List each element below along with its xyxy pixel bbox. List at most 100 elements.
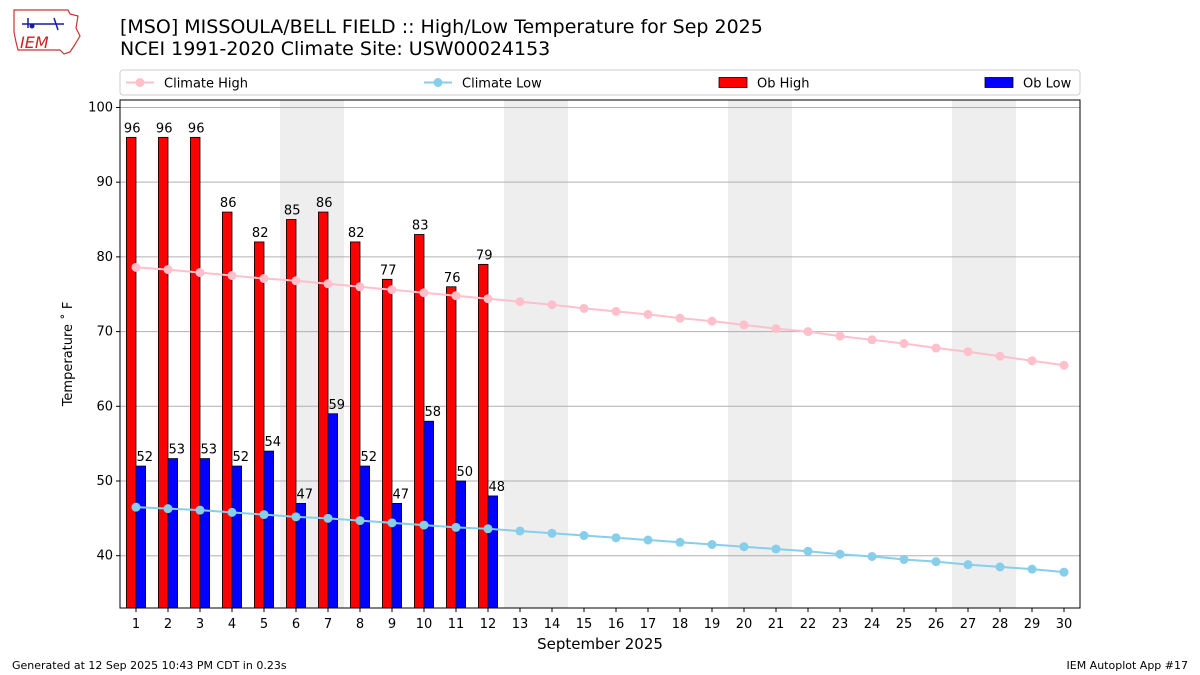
ob-low-label: 53	[201, 443, 218, 458]
climate-low-point	[835, 549, 845, 559]
ob-low-label: 59	[329, 398, 346, 413]
ob-low-bar	[263, 450, 275, 609]
ob-low-label: 58	[425, 405, 442, 420]
x-tick-label: 30	[1056, 617, 1073, 632]
y-axis-label: Temperature ˚ F	[60, 302, 76, 408]
ob-high-bar	[253, 241, 265, 609]
x-tick-label: 6	[292, 617, 300, 632]
ob-low-label: 47	[393, 487, 410, 502]
climate-low-point	[547, 528, 557, 538]
climate-high-point	[163, 265, 173, 275]
climate-high-point	[547, 300, 557, 310]
legend-ob-low-swatch	[984, 77, 1014, 88]
legend-climate-low-marker	[433, 78, 443, 87]
chart-title: [MSO] MISSOULA/BELL FIELD :: High/Low Te…	[120, 16, 763, 38]
climate-high-point	[675, 313, 685, 323]
x-tick-label: 27	[960, 617, 977, 632]
ob-high-label: 83	[412, 218, 429, 233]
ob-high-bar	[349, 241, 361, 609]
climate-low-point	[995, 562, 1005, 572]
ob-low-label: 47	[297, 487, 314, 502]
x-tick-label: 21	[768, 617, 785, 632]
x-tick-label: 12	[480, 617, 497, 632]
ob-high-bar	[381, 278, 393, 609]
climate-low-point	[675, 537, 685, 547]
ob-high-label: 85	[284, 204, 301, 219]
climate-low-point	[483, 524, 493, 534]
ob-low-bar	[423, 420, 435, 609]
ob-high-label: 82	[348, 226, 365, 241]
climate-high-point	[931, 343, 941, 353]
y-tick-label: 100	[88, 100, 113, 115]
ob-low-bar	[359, 465, 371, 609]
climate-low-point	[963, 560, 973, 570]
ob-high-bar	[189, 136, 201, 609]
y-tick-label: 80	[96, 250, 113, 265]
climate-low-point	[515, 526, 525, 536]
x-tick-label: 19	[704, 617, 721, 632]
ob-high-bar	[445, 286, 457, 609]
legend-ob-high-label: Ob High	[757, 77, 810, 92]
legend-climate-low-label: Climate Low	[462, 77, 542, 92]
climate-high-point	[131, 262, 141, 272]
ob-high-bar	[477, 263, 489, 609]
ob-low-label: 52	[137, 450, 154, 465]
x-tick-label: 16	[608, 617, 625, 632]
climate-low-point	[259, 510, 269, 520]
climate-low-point	[131, 502, 141, 512]
climate-high-point	[323, 279, 333, 289]
climate-high-point	[1027, 356, 1037, 366]
legend-box	[119, 69, 1081, 96]
title-block: [MSO] MISSOULA/BELL FIELD :: High/Low Te…	[120, 16, 763, 60]
x-tick-label: 18	[672, 617, 689, 632]
climate-low-point	[195, 505, 205, 515]
legend-climate-high-label: Climate High	[164, 77, 248, 92]
x-tick-label: 7	[324, 617, 332, 632]
ob-low-bar	[455, 480, 467, 609]
ob-low-bar	[231, 465, 243, 609]
climate-low-point	[387, 518, 397, 528]
climate-high-point	[739, 320, 749, 330]
weekend-band	[504, 100, 536, 608]
climate-low-point	[803, 546, 813, 556]
ob-low-bar	[487, 495, 499, 609]
x-tick-label: 2	[164, 617, 172, 632]
climate-high-point	[515, 297, 525, 307]
x-tick-label: 24	[864, 617, 881, 632]
climate-low-point	[739, 542, 749, 552]
climate-low-point	[419, 520, 429, 530]
climate-high-point	[227, 271, 237, 281]
y-tick-label: 50	[96, 474, 113, 489]
iem-logo: IEM	[13, 9, 81, 55]
climate-high-point	[611, 306, 621, 316]
x-tick-label: 11	[448, 617, 465, 632]
climate-high-point	[259, 274, 269, 284]
x-tick-label: 10	[416, 617, 433, 632]
climate-high-point	[643, 309, 653, 319]
legend-climate-high-marker	[135, 78, 145, 87]
x-tick-label: 25	[896, 617, 913, 632]
climate-low-point	[451, 522, 461, 532]
climate-low-point	[611, 533, 621, 543]
x-tick-label: 22	[800, 617, 817, 632]
legend-ob-low-label: Ob Low	[1023, 77, 1072, 92]
x-axis-label: September 2025	[537, 635, 663, 653]
legend-ob-high-swatch	[718, 77, 748, 88]
climate-low-point	[1027, 564, 1037, 574]
ob-low-label: 50	[457, 465, 474, 480]
ob-low-bar	[199, 458, 211, 609]
ob-low-label: 52	[361, 450, 378, 465]
ob-high-bar	[317, 211, 329, 609]
ob-high-label: 96	[188, 121, 205, 136]
generated-timestamp: Generated at 12 Sep 2025 10:43 PM CDT in…	[12, 659, 287, 672]
plot-frame	[119, 99, 1081, 609]
climate-high-point	[195, 268, 205, 278]
ob-high-label: 96	[156, 121, 173, 136]
ob-low-label: 52	[233, 450, 250, 465]
x-tick-label: 3	[196, 617, 204, 632]
climate-high-point	[867, 335, 877, 345]
ob-high-bar	[126, 136, 137, 609]
x-tick-label: 15	[576, 617, 593, 632]
climate-high-point	[355, 282, 365, 292]
y-tick-label: 60	[96, 399, 113, 414]
